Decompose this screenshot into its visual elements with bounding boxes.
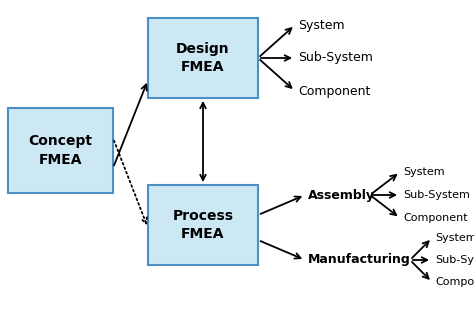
FancyBboxPatch shape — [8, 108, 113, 193]
Text: Sub-System: Sub-System — [403, 190, 470, 200]
Text: Concept
FMEA: Concept FMEA — [28, 134, 92, 167]
FancyBboxPatch shape — [148, 185, 258, 265]
Text: Assembly: Assembly — [308, 188, 375, 202]
Text: Manufacturing: Manufacturing — [308, 254, 411, 267]
Text: Sub-System: Sub-System — [298, 51, 373, 64]
Text: Design
FMEA: Design FMEA — [176, 42, 230, 74]
Text: System: System — [298, 19, 345, 32]
Text: System: System — [403, 167, 445, 177]
Text: System: System — [435, 233, 474, 243]
Text: Component: Component — [403, 213, 468, 223]
Text: Component: Component — [298, 85, 370, 98]
Text: Component: Component — [435, 277, 474, 287]
FancyBboxPatch shape — [148, 18, 258, 98]
Text: Sub-System: Sub-System — [435, 255, 474, 265]
Text: Process
FMEA: Process FMEA — [173, 209, 234, 241]
